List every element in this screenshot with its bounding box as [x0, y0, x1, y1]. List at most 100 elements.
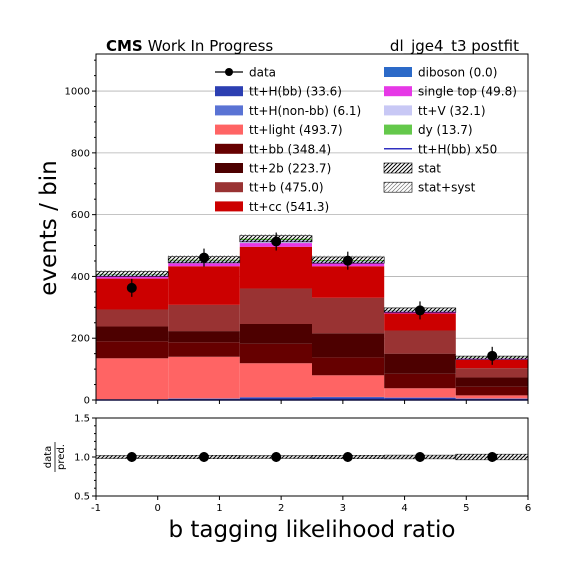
stack-bar [239, 288, 312, 325]
stack-bar [239, 363, 312, 398]
stack-bar [239, 324, 312, 344]
stack-bar [384, 330, 456, 354]
legend-label: tt+2b (223.7) [249, 162, 331, 176]
y-tick-label: 400 [71, 272, 90, 283]
y-tick-label: 0 [84, 396, 90, 407]
x-tick-label: -1 [91, 503, 101, 514]
legend-swatch [215, 201, 243, 212]
legend-label: tt+light (493.7) [249, 123, 343, 137]
stack-bar [239, 246, 312, 289]
legend-swatch [384, 105, 412, 116]
stack-bar [455, 368, 528, 378]
stack-bar [455, 377, 528, 387]
stack-bar [168, 356, 240, 399]
legend-label: tt+bb (348.4) [249, 142, 331, 156]
legend-label: tt+H(non-bb) (6.1) [249, 104, 361, 118]
legend-swatch [215, 163, 243, 173]
stack-bar [168, 304, 240, 332]
stack-bar [239, 343, 312, 364]
legend-label: tt+cc (541.3) [249, 200, 329, 214]
y-tick-label: 200 [71, 334, 90, 345]
legend-label: tt+b (475.0) [249, 181, 324, 195]
ratio-point [415, 452, 425, 462]
data-point [487, 350, 498, 361]
data-point [126, 282, 137, 293]
legend-label: tt+H(bb) x50 [418, 142, 497, 156]
stack-bar [96, 341, 169, 359]
ratio-point [342, 452, 353, 462]
stack-bar [455, 395, 528, 399]
y-tick-label: 1000 [65, 87, 90, 98]
ratio-label-bottom: pred. [56, 444, 67, 470]
data-point [199, 252, 209, 263]
ratio-point [271, 452, 282, 462]
stack-bar [384, 313, 456, 331]
ratio-points [126, 452, 498, 462]
stack-bar [168, 266, 240, 305]
stack-bar [96, 358, 169, 400]
stack-bar [455, 386, 528, 396]
legend-label: tt+H(bb) (33.6) [249, 85, 342, 99]
stack-bar [96, 326, 169, 342]
legend-hatch-swatch [383, 162, 413, 174]
ratio-y-tick-label: 1.5 [74, 414, 90, 425]
x-tick-label: 3 [340, 503, 346, 514]
stack-bar [384, 388, 456, 398]
main-x-ticks [95, 400, 529, 404]
stack-bar [96, 276, 169, 279]
ratio-label-top: data [43, 446, 54, 469]
ratio-y-tick-label: 0.5 [74, 492, 90, 503]
stack-bar [312, 297, 385, 334]
x-tick-label: 0 [155, 503, 161, 514]
stacked-histogram [96, 238, 528, 401]
ratio-point [199, 452, 209, 462]
stack-bar [168, 331, 240, 343]
x-tick-label: 6 [525, 503, 531, 514]
ratio-x-ticks: -1 0 1 2 3 4 5 6 [91, 496, 531, 514]
legend-label: dy (13.7) [418, 123, 473, 137]
data-point [271, 236, 282, 247]
x-tick-label: 1 [216, 503, 222, 514]
x-tick-label: 2 [278, 503, 284, 514]
stack-bar [312, 375, 385, 397]
stack-bar [239, 397, 312, 400]
ratio-point [487, 452, 498, 462]
legend-swatch [215, 86, 243, 97]
legend-swatch [384, 67, 412, 77]
legend-swatch [384, 124, 412, 135]
legend-swatch [215, 105, 243, 116]
y-tick-label: 800 [71, 148, 90, 159]
stack-bar [384, 353, 456, 374]
ratio-bands [95, 453, 529, 461]
legend-label: single top (49.8) [418, 85, 517, 99]
legend-swatch [215, 143, 243, 154]
y-axis-label: events / bin [36, 160, 62, 295]
y-tick-label: 600 [71, 210, 90, 221]
legend-label: stat+syst [418, 181, 476, 195]
stack-bar [312, 357, 385, 376]
status-label: Work In Progress [148, 37, 274, 55]
experiment-label: CMS [106, 37, 143, 55]
stack-bar [168, 342, 240, 357]
main-plot-frame [95, 53, 529, 401]
stack-bar [312, 266, 385, 298]
stack-bar [384, 373, 456, 389]
stack-bar [312, 333, 385, 358]
legend-label: stat [418, 162, 441, 176]
x-tick-label: 5 [463, 503, 469, 514]
legend-swatch [215, 182, 243, 193]
data-point [342, 255, 353, 266]
legend-label: data [249, 66, 276, 80]
x-tick-label: 4 [401, 503, 407, 514]
legend-swatch [215, 124, 243, 135]
ratio-y-tick-label: 1.0 [74, 453, 90, 464]
legend-swatch [384, 86, 412, 97]
stack-bar [312, 397, 385, 400]
stack-bar [96, 309, 169, 327]
legend-label: tt+V (32.1) [418, 104, 486, 118]
header-left: CMS Work In Progress [106, 37, 273, 55]
stack-bar [384, 397, 456, 400]
stat-band [95, 271, 169, 277]
channel-label: dl_jge4_t3 postfit [390, 37, 519, 56]
